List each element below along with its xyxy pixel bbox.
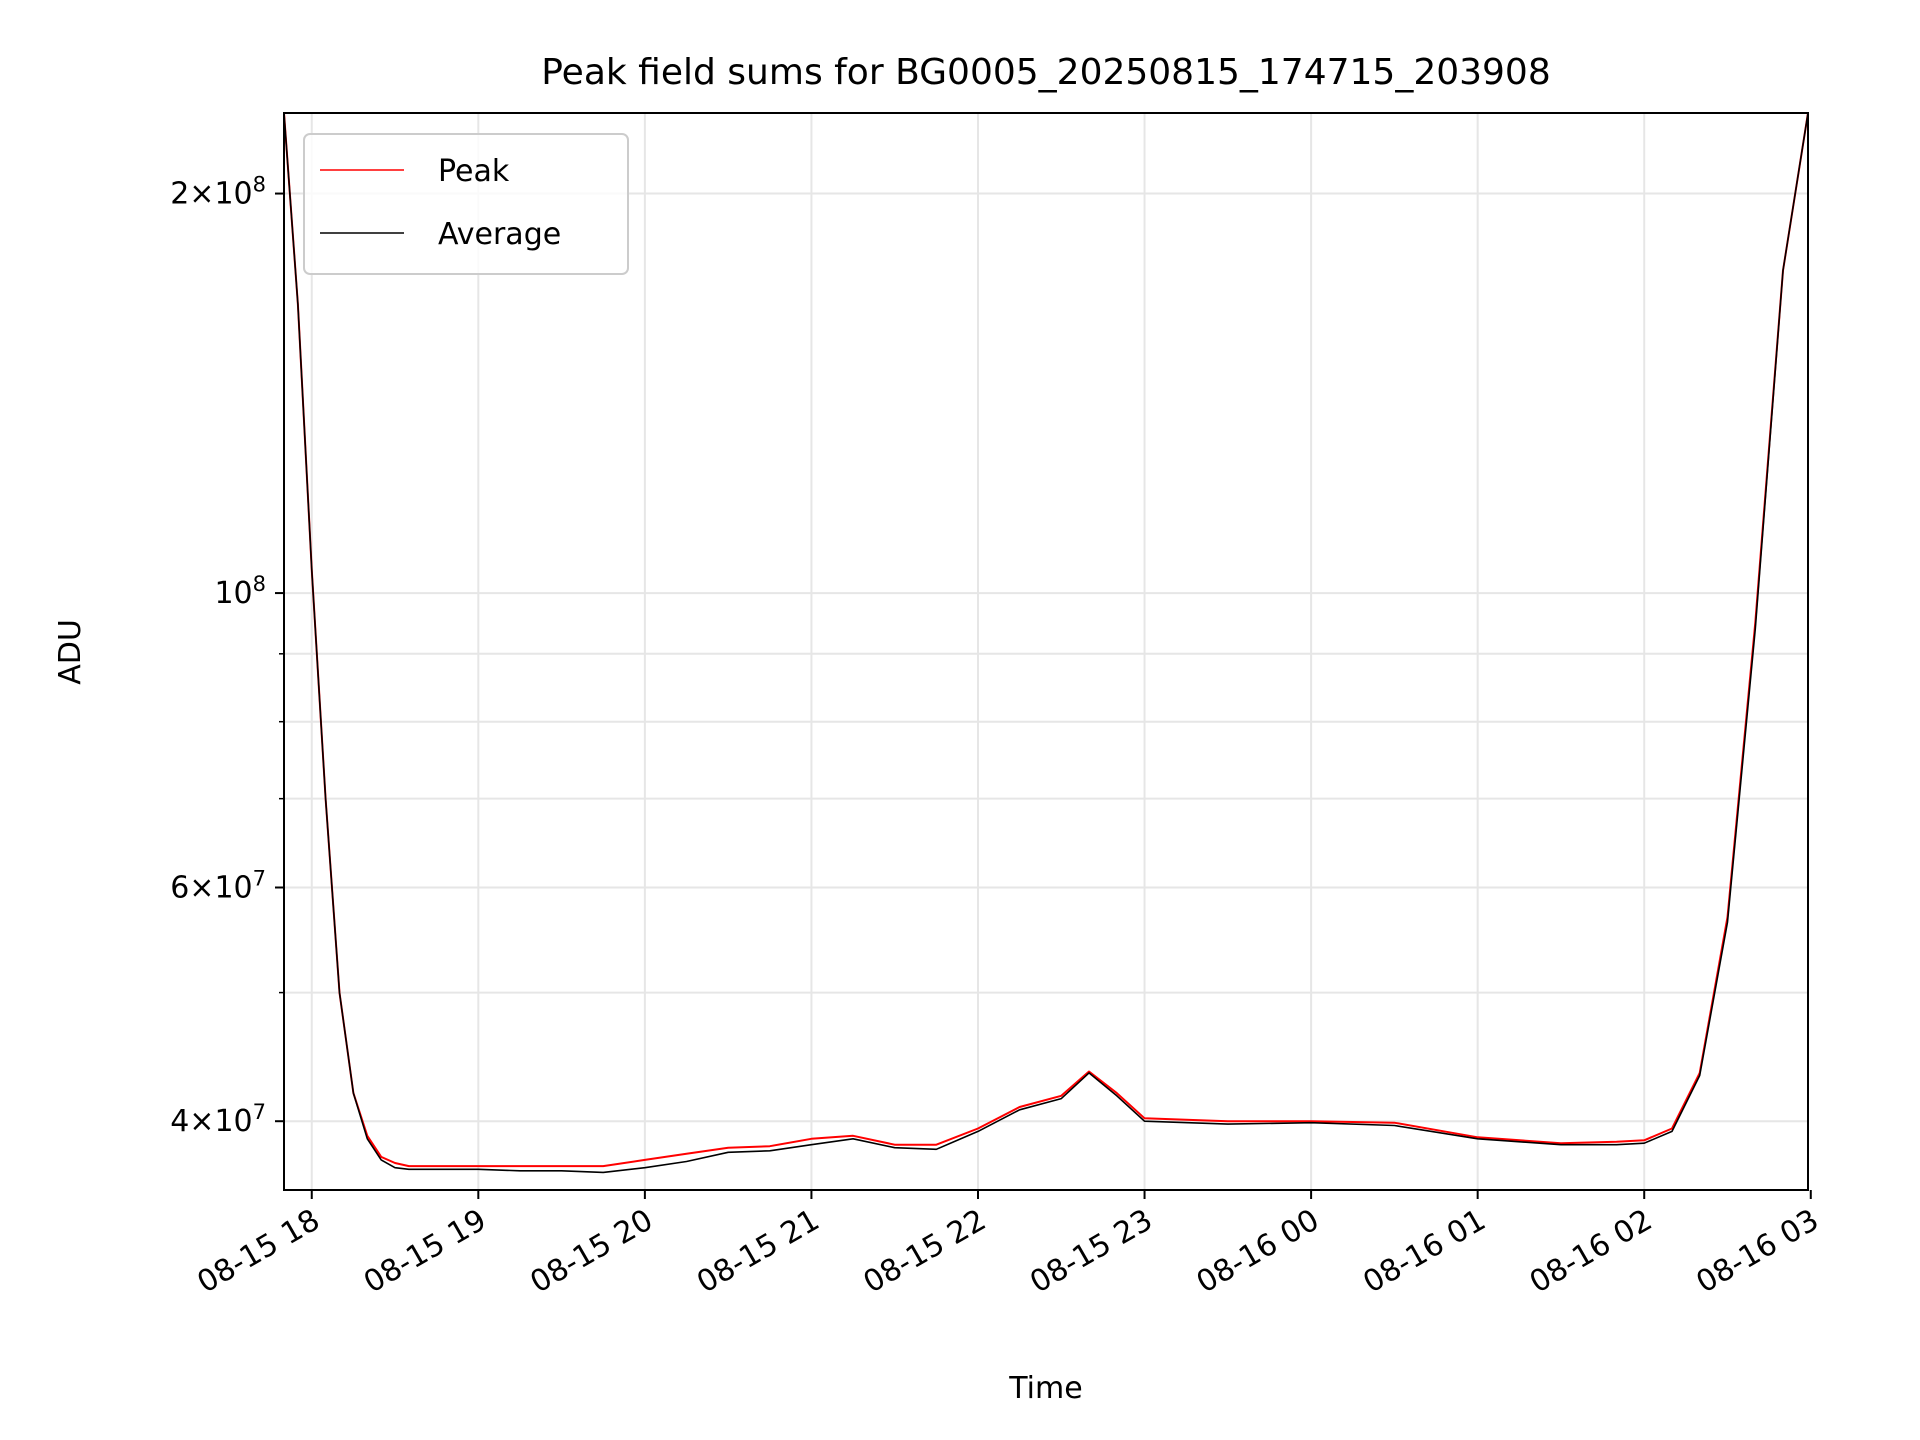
- legend: Peak Average: [303, 133, 629, 275]
- plot-area-frame: [283, 112, 1809, 1191]
- y-axis: 4×107 6×107 108 2×108: [170, 173, 284, 1139]
- series-line-average: [284, 113, 1808, 1174]
- series-line-peak: [284, 113, 1808, 1168]
- chart-title: Peak field sums for BG0005_20250815_1747…: [541, 52, 1551, 93]
- y-tick-label: 2×108: [170, 173, 266, 212]
- legend-label-average: Average: [438, 217, 561, 252]
- grid-lines: [284, 113, 1808, 1190]
- y-tick-label: 4×107: [170, 1100, 266, 1139]
- y-axis-label: ADU: [53, 619, 88, 685]
- y-tick-label: 6×107: [170, 867, 266, 906]
- legend-label-peak: Peak: [438, 154, 510, 189]
- plot-series: [284, 113, 1808, 1174]
- y-tick-label: 108: [214, 572, 266, 611]
- legend-box: [303, 133, 629, 275]
- x-axis-label: Time: [1008, 1371, 1082, 1406]
